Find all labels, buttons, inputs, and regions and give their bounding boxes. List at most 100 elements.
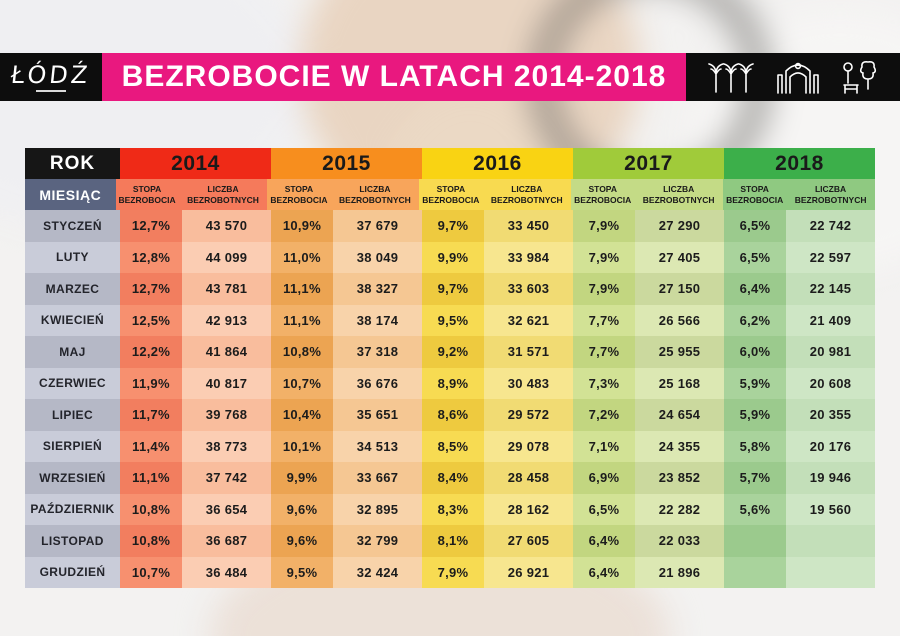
title-banner: BEZROBOCIE W LATACH 2014-2018 — [102, 53, 686, 101]
table-row: SIERPIEŃ 11,4% 38 773 10,1% 34 513 8,5% 29 078… — [25, 430, 875, 462]
rate-cell-2015: 10,4% — [271, 399, 333, 431]
rate-cell-2015: 9,6% — [271, 493, 333, 525]
top-banner: ŁÓDŹ BEZROBOCIE W LATACH 2014-2018 — [0, 53, 900, 101]
count-cell-2018: 19 946 — [786, 462, 875, 494]
rate-cell-2018: 5,8% — [724, 430, 786, 462]
count-cell-2018: 22 742 — [786, 210, 875, 242]
page-title: BEZROBOCIE W LATACH 2014-2018 — [121, 60, 667, 93]
rate-cell-2015: 11,0% — [271, 241, 333, 273]
rate-cell-2018: 5,9% — [724, 367, 786, 399]
rate-cell-2016: 8,3% — [422, 493, 484, 525]
subheader-rate-2016: STOPA BEZROBOCIA — [419, 179, 483, 210]
month-label: KWIECIEŃ — [25, 304, 120, 336]
count-cell-2017: 26 566 — [635, 304, 724, 336]
rate-cell-2016: 8,1% — [422, 525, 484, 557]
rate-cell-2017: 7,9% — [573, 273, 635, 305]
landmark-icons — [686, 53, 900, 101]
rate-cell-2014: 10,8% — [120, 493, 182, 525]
count-cell-2014: 42 913 — [182, 304, 271, 336]
subheader-count-2017: LICZBA BEZROBOTNYCH — [634, 179, 724, 210]
count-cell-2016: 32 621 — [484, 304, 573, 336]
month-label: SIERPIEŃ — [25, 430, 120, 462]
count-cell-2018: 20 176 — [786, 430, 875, 462]
count-cell-2014: 43 781 — [182, 273, 271, 305]
rate-cell-2015: 9,6% — [271, 525, 333, 557]
count-cell-2015: 33 667 — [333, 462, 422, 494]
rate-cell-2017: 7,7% — [573, 336, 635, 368]
rate-cell-2015: 11,1% — [271, 304, 333, 336]
table-row: KWIECIEŃ 12,5% 42 913 11,1% 38 174 9,5% 32 621… — [25, 304, 875, 336]
rate-cell-2014: 12,7% — [120, 273, 182, 305]
count-cell-2017: 27 150 — [635, 273, 724, 305]
count-cell-2014: 38 773 — [182, 430, 271, 462]
count-cell-2018 — [786, 525, 875, 557]
rok-header: ROK — [25, 148, 120, 179]
rate-cell-2017: 6,5% — [573, 493, 635, 525]
count-cell-2015: 35 651 — [333, 399, 422, 431]
rate-cell-2018: 6,2% — [724, 304, 786, 336]
park-bench-tree-icon — [843, 61, 877, 94]
count-cell-2015: 32 424 — [333, 556, 422, 588]
rate-cell-2017: 7,3% — [573, 367, 635, 399]
table-row: WRZESIEŃ 11,1% 37 742 9,9% 33 667 8,4% 28 458 6… — [25, 462, 875, 494]
rate-cell-2016: 9,5% — [422, 304, 484, 336]
count-cell-2016: 30 483 — [484, 367, 573, 399]
count-cell-2018: 20 981 — [786, 336, 875, 368]
count-cell-2018: 20 608 — [786, 367, 875, 399]
count-cell-2017: 25 955 — [635, 336, 724, 368]
month-label: MAJ — [25, 336, 120, 368]
month-label: LUTY — [25, 241, 120, 273]
count-cell-2016: 26 921 — [484, 556, 573, 588]
month-label: MARZEC — [25, 273, 120, 305]
count-cell-2014: 36 484 — [182, 556, 271, 588]
rate-cell-2015: 9,5% — [271, 556, 333, 588]
count-cell-2015: 38 049 — [333, 241, 422, 273]
table-row: LIPIEC 11,7% 39 768 10,4% 35 651 8,6% 29 572 7,… — [25, 399, 875, 431]
rate-cell-2015: 10,7% — [271, 367, 333, 399]
count-cell-2016: 28 458 — [484, 462, 573, 494]
table-row: MIESIĄC STOPA BEZROBOCIA LICZBA BEZROBOTNY… — [25, 179, 875, 210]
lodz-logo-text: ŁÓDŹ — [9, 60, 93, 89]
rate-cell-2016: 8,6% — [422, 399, 484, 431]
month-label: GRUDZIEŃ — [25, 556, 120, 588]
rate-cell-2014: 12,8% — [120, 241, 182, 273]
count-cell-2017: 22 282 — [635, 493, 724, 525]
month-label: STYCZEŃ — [25, 210, 120, 242]
subheader-rate-2018: STOPA BEZROBOCIA — [723, 179, 787, 210]
count-cell-2016: 33 984 — [484, 241, 573, 273]
rate-cell-2016: 8,5% — [422, 430, 484, 462]
count-cell-2015: 32 799 — [333, 525, 422, 557]
count-cell-2018: 22 597 — [786, 241, 875, 273]
count-cell-2018 — [786, 556, 875, 588]
count-cell-2016: 29 078 — [484, 430, 573, 462]
count-cell-2017: 27 405 — [635, 241, 724, 273]
rate-cell-2014: 11,9% — [120, 367, 182, 399]
rate-cell-2017: 7,1% — [573, 430, 635, 462]
rate-cell-2016: 8,9% — [422, 367, 484, 399]
table-row: PAŹDZIERNIK 10,8% 36 654 9,6% 32 895 8,3% 28 1… — [25, 493, 875, 525]
rate-cell-2016: 9,2% — [422, 336, 484, 368]
rate-cell-2014: 12,5% — [120, 304, 182, 336]
rate-cell-2018: 5,7% — [724, 462, 786, 494]
rate-cell-2015: 9,9% — [271, 462, 333, 494]
count-cell-2017: 27 290 — [635, 210, 724, 242]
count-cell-2017: 23 852 — [635, 462, 724, 494]
table-row: MARZEC 12,7% 43 781 11,1% 38 327 9,7% 33 603 7,… — [25, 273, 875, 305]
rate-cell-2018 — [724, 525, 786, 557]
rate-cell-2014: 12,2% — [120, 336, 182, 368]
count-cell-2014: 44 099 — [182, 241, 271, 273]
landmark-arches-icon — [708, 63, 754, 93]
rate-cell-2017: 6,4% — [573, 556, 635, 588]
rate-cell-2017: 7,2% — [573, 399, 635, 431]
count-cell-2014: 39 768 — [182, 399, 271, 431]
rate-cell-2017: 7,9% — [573, 241, 635, 273]
count-cell-2017: 21 896 — [635, 556, 724, 588]
count-cell-2014: 36 654 — [182, 493, 271, 525]
table-row: STYCZEŃ 12,7% 43 570 10,9% 37 679 9,7% 33 450 7… — [25, 210, 875, 242]
table-row: LUTY 12,8% 44 099 11,0% 38 049 9,9% 33 984 7,9%… — [25, 241, 875, 273]
count-cell-2014: 36 687 — [182, 525, 271, 557]
count-cell-2015: 34 513 — [333, 430, 422, 462]
month-label: PAŹDZIERNIK — [25, 493, 120, 525]
rate-cell-2017: 6,4% — [573, 525, 635, 557]
